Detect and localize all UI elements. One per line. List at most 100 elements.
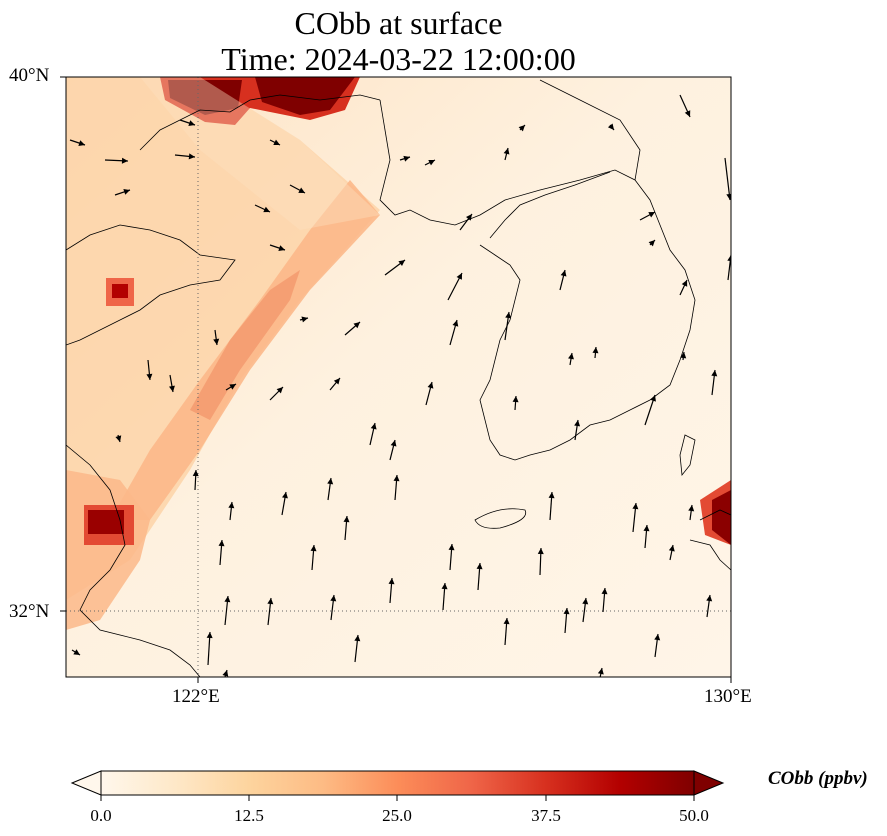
colorbar-tick-label: 50.0 bbox=[679, 806, 709, 825]
field-hotspot-north-a bbox=[168, 80, 242, 115]
map-title: CObb at surface bbox=[294, 5, 503, 41]
wind-arrow-head bbox=[582, 598, 589, 605]
colorbar-tick-label: 0.0 bbox=[90, 806, 112, 825]
coast-shandong bbox=[66, 224, 236, 346]
wind-arrow-head bbox=[218, 540, 225, 547]
wind-arrow-head bbox=[298, 187, 305, 193]
map-frame bbox=[65, 76, 732, 678]
wind-arrow-head bbox=[650, 395, 656, 402]
wind-arrow-head bbox=[503, 148, 510, 155]
axis-ticks bbox=[60, 76, 732, 683]
wind-arrow-head bbox=[681, 280, 688, 287]
wind-arrow bbox=[724, 157, 731, 201]
wind-arrow-head bbox=[370, 423, 377, 430]
wind-arrow-head bbox=[229, 384, 236, 390]
wind-arrow-head bbox=[503, 618, 510, 625]
wind-arrow-head bbox=[607, 123, 614, 130]
wind-arrow-head bbox=[601, 588, 608, 595]
wind-arrow-head bbox=[276, 387, 283, 394]
wind-arrow-head bbox=[282, 492, 288, 499]
colorbar-extend-max bbox=[693, 770, 725, 796]
wind-arrow-head bbox=[388, 578, 395, 585]
lat-tick-label: 32°N bbox=[9, 601, 50, 622]
wind-arrow-head bbox=[563, 608, 570, 615]
wind-arrow-head bbox=[398, 260, 405, 266]
wind-arrow-head bbox=[654, 634, 661, 641]
wind-arrow-head bbox=[121, 157, 128, 164]
wind-arrow-head bbox=[330, 595, 337, 602]
wind-arrow-head bbox=[668, 545, 675, 552]
field-hotspot-east bbox=[712, 490, 731, 545]
wind-vectors bbox=[69, 94, 731, 677]
wind-arrow-head bbox=[353, 322, 360, 329]
wind-arrow-head bbox=[592, 347, 599, 354]
jeju-island bbox=[474, 508, 527, 529]
wind-arrow-head bbox=[188, 153, 195, 160]
wind-arrow-head bbox=[452, 320, 459, 327]
colorbar-tick-label: 12.5 bbox=[234, 806, 264, 825]
wind-arrow-head bbox=[643, 525, 650, 532]
wind-arrow-head bbox=[146, 373, 153, 380]
colorbar-tick-label: 37.5 bbox=[531, 806, 561, 825]
wind-arrow-head bbox=[192, 470, 199, 477]
wind-arrow-head bbox=[441, 583, 448, 590]
wind-arrow-head bbox=[512, 396, 519, 403]
colorbar-label: CObb (ppbv) bbox=[768, 768, 868, 789]
lon-tick-label: 122°E bbox=[172, 686, 220, 707]
wind-arrow-head bbox=[505, 312, 512, 319]
tsushima-island bbox=[679, 434, 696, 477]
lat-tick-label: 40°N bbox=[9, 65, 50, 86]
wind-arrow-head bbox=[427, 382, 434, 389]
coast-dmz bbox=[489, 171, 611, 239]
wind-arrow-head bbox=[78, 140, 85, 146]
field-hotspot-north-b bbox=[255, 77, 355, 115]
wind-arrow-head bbox=[115, 435, 122, 442]
coast-yangtze bbox=[66, 444, 201, 677]
wind-arrow-head bbox=[393, 475, 400, 482]
wind-arrow-head bbox=[327, 478, 334, 485]
wind-arrow-head bbox=[310, 545, 317, 552]
wind-arrow-head bbox=[123, 189, 130, 195]
field-hotspot-mid bbox=[112, 284, 128, 298]
wind-arrow-head bbox=[711, 370, 718, 377]
wind-arrow-head bbox=[222, 670, 229, 677]
coast-northeast bbox=[539, 79, 641, 181]
wind-arrow-head bbox=[632, 503, 639, 510]
wind-arrow-head bbox=[267, 598, 274, 605]
field-hotspot-south bbox=[88, 510, 124, 534]
coast-kyushu bbox=[689, 509, 731, 571]
wind-arrow-head bbox=[333, 378, 340, 385]
wind-arrow-head bbox=[680, 352, 687, 359]
map-figure bbox=[60, 76, 732, 683]
wind-arrow-head bbox=[648, 212, 655, 218]
wind-arrow-head bbox=[263, 206, 270, 213]
wind-arrow-head bbox=[206, 632, 213, 639]
map-time-title: Time: 2024-03-22 12:00:00 bbox=[221, 41, 576, 77]
coast-korea bbox=[379, 99, 696, 461]
map-plot-area bbox=[66, 77, 731, 677]
colorbar-tick-label: 25.0 bbox=[382, 806, 412, 825]
wind-arrow-head bbox=[727, 255, 731, 262]
wind-arrow-head bbox=[560, 270, 567, 277]
wind-arrow-head bbox=[568, 353, 574, 360]
wind-arrow-head bbox=[73, 649, 80, 655]
wind-arrow-head bbox=[684, 110, 691, 117]
wind-arrow-head bbox=[224, 596, 231, 603]
wind-arrow-head bbox=[448, 544, 455, 551]
field-plume-core bbox=[190, 270, 300, 420]
coastlines bbox=[66, 79, 731, 677]
wind-arrow-head bbox=[228, 502, 235, 509]
wind-arrow-head bbox=[466, 214, 472, 221]
wind-arrow-head bbox=[213, 338, 220, 345]
wind-arrow-head bbox=[726, 193, 731, 200]
cobb-field bbox=[66, 77, 731, 630]
wind-arrow-head bbox=[548, 492, 555, 499]
colorbar-gradient bbox=[100, 770, 695, 796]
colorbar-extend-min bbox=[70, 770, 102, 796]
wind-arrow-head bbox=[188, 120, 195, 126]
wind-arrow-head bbox=[343, 516, 350, 523]
wind-arrow-head bbox=[273, 139, 280, 145]
wind-arrow-head bbox=[169, 385, 175, 392]
coast-bohai-north bbox=[139, 94, 381, 151]
wind-arrow-head bbox=[301, 316, 308, 323]
